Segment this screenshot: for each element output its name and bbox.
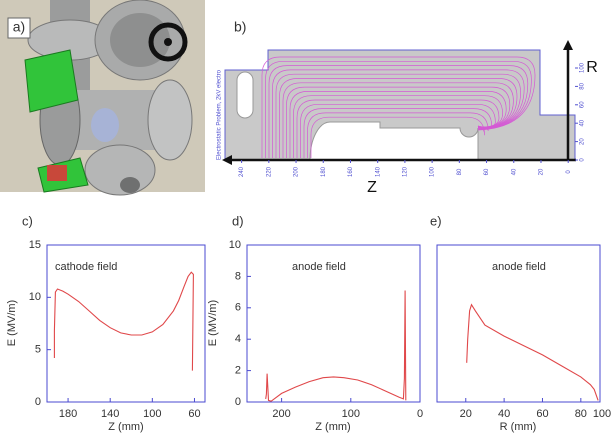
panel-label: d): [232, 213, 244, 228]
data-line: [467, 305, 598, 401]
y-axis-label: E (MV/m): [207, 300, 219, 346]
y-tick-label: 4: [235, 333, 241, 345]
annotation: cathode field: [55, 261, 117, 273]
y-tick-label: 15: [29, 239, 41, 251]
y-tick-label: 20: [580, 138, 586, 145]
x-tick-label: 140: [375, 166, 381, 177]
x-tick-label: 100: [430, 166, 436, 177]
y-tick-label: 10: [29, 291, 41, 303]
y-tick-label: 8: [235, 270, 241, 282]
x-tick-label: 80: [575, 408, 587, 420]
panel-label: b): [234, 19, 246, 35]
x-tick-label: 40: [511, 168, 517, 175]
y-tick-label: 10: [229, 239, 241, 251]
x-tick-label: 20: [539, 168, 545, 175]
data-line: [54, 272, 193, 370]
x-tick-label: 100: [593, 408, 611, 420]
x-tick-label: 60: [536, 408, 548, 420]
x-axis-label: Z (mm): [108, 421, 143, 433]
y-tick-label: 100: [580, 62, 586, 73]
y-tick-label: 6: [235, 302, 241, 314]
x-tick-label: 140: [101, 408, 119, 420]
x-tick-label: 220: [266, 166, 272, 177]
y-tick-label: 80: [580, 82, 586, 89]
x-tick-label: 240: [239, 166, 245, 177]
panel-label: a): [13, 19, 25, 35]
y-axis-label: R: [586, 59, 598, 76]
x-tick-label: 100: [342, 408, 360, 420]
x-tick-label: 100: [143, 408, 161, 420]
figure: a) 2402202001801601401201008060402001008…: [0, 0, 612, 435]
x-tick-label: 200: [294, 166, 300, 177]
r-arrowhead: [563, 40, 573, 50]
x-axis-label: Z (mm): [315, 421, 350, 433]
apparatus-render: [0, 0, 205, 195]
annotation: anode field: [492, 261, 546, 273]
x-tick-label: 0: [566, 170, 572, 174]
y-tick-label: 40: [580, 119, 586, 126]
x-tick-label: 60: [484, 168, 490, 175]
x-tick-label: 180: [321, 166, 327, 177]
y-tick-label: 5: [35, 344, 41, 356]
annotation: anode field: [292, 261, 346, 273]
electrode-geometry: [225, 50, 575, 160]
x-tick-label: 160: [348, 166, 354, 177]
y-tick-label: 2: [235, 365, 241, 377]
x-tick-label: 80: [457, 168, 463, 175]
x-tick-label: 0: [417, 408, 423, 420]
y-tick-label: 0: [580, 158, 586, 162]
x-tick-label: 200: [272, 408, 290, 420]
panel-label: e): [430, 213, 442, 228]
x-tick-label: 60: [188, 408, 200, 420]
note: Electrostatic Problem, 2kV electro: [217, 69, 223, 160]
x-tick-label: 120: [402, 166, 408, 177]
x-tick-label: 40: [498, 408, 510, 420]
x-axis-label: R (mm): [500, 421, 537, 433]
x-tick-label: 180: [59, 408, 77, 420]
y-tick-label: 0: [35, 396, 41, 408]
x-tick-label: 20: [460, 408, 472, 420]
data-line: [266, 291, 406, 402]
y-tick-label: 0: [235, 396, 241, 408]
x-axis-label: Z: [367, 179, 377, 196]
panel-label: c): [22, 213, 33, 228]
y-tick-label: 60: [580, 101, 586, 108]
y-axis-label: E (MV/m): [6, 300, 18, 346]
